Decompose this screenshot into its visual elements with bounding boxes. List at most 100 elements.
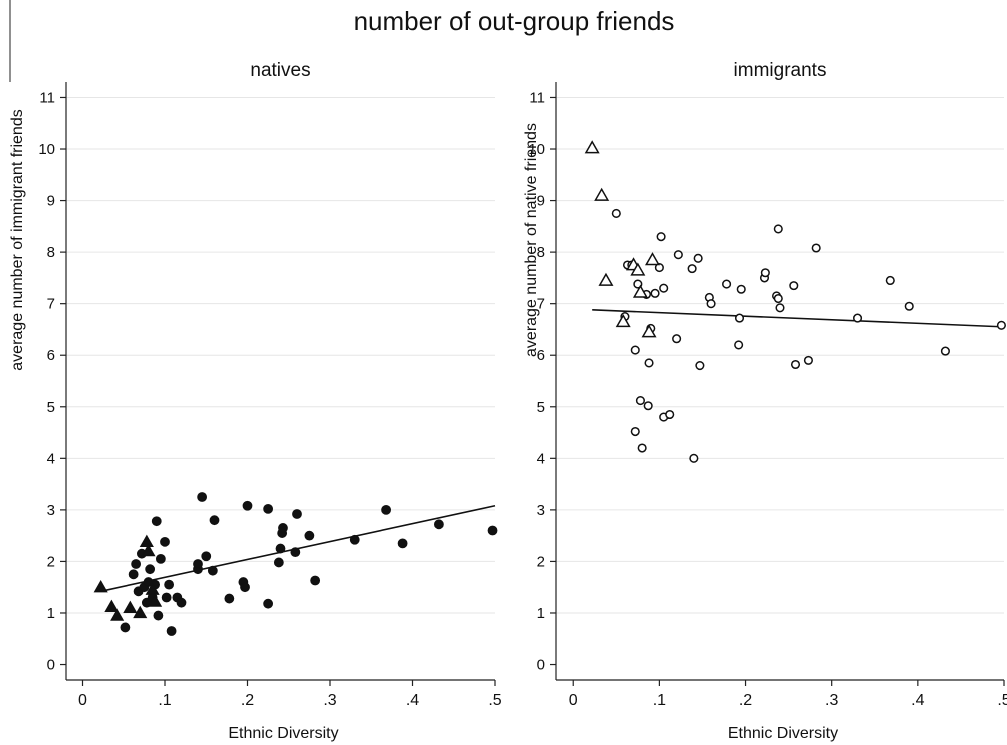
immigrants-circle-point (695, 360, 705, 371)
immigrants-circle-point (803, 355, 813, 365)
natives-circle-point (145, 564, 156, 575)
natives-circle-point (193, 559, 203, 569)
natives-circle-point (273, 557, 284, 568)
natives-triangle-point (104, 599, 119, 612)
immigrants-circle-point (611, 208, 621, 219)
immigrants-circle-point (996, 320, 1006, 330)
immigrants-circle-point (773, 224, 783, 234)
natives-circle-point (197, 492, 208, 502)
immigrants-circle-point (630, 426, 640, 437)
natives-circle-point (153, 610, 164, 621)
natives-circle-point (290, 547, 301, 558)
immigrants-triangle-point (615, 314, 631, 328)
immigrants-circle-point (904, 301, 914, 311)
natives-circle-point (176, 597, 187, 608)
immigrants-x-tick-label: .2 (739, 692, 752, 709)
natives-circle-point (161, 592, 172, 603)
natives-y-tick-label: 3 (47, 502, 55, 519)
immigrants-circle-point (672, 334, 682, 344)
immigrants-circle-point (687, 264, 697, 274)
immigrants-x-tick-label: .4 (911, 692, 924, 709)
immigrants-circle-point (734, 313, 745, 323)
natives-circle-point (128, 569, 139, 580)
immigrants-circle-point (940, 346, 950, 356)
immigrants-circle-point (656, 232, 666, 242)
natives-triangle-point (141, 543, 156, 557)
immigrants-circle-point (630, 345, 640, 355)
immigrants-circle-point (673, 250, 683, 260)
natives-x-tick-label: .2 (241, 692, 254, 709)
natives-circle-point (131, 559, 142, 569)
natives-triangle-point (139, 534, 154, 547)
immigrants-triangle-point (632, 284, 648, 298)
immigrants-y-tick-label: 10 (528, 141, 545, 158)
natives-circle-point (207, 565, 218, 576)
immigrants-y-tick-label: 9 (537, 193, 545, 210)
natives-triangle-point (93, 579, 108, 593)
immigrants-y-tick-label: 5 (537, 399, 545, 416)
natives-circle-point (164, 579, 175, 590)
immigrants-fit-line (592, 309, 1005, 328)
natives-triangle-point (145, 582, 160, 595)
natives-circle-point (292, 509, 302, 519)
natives-circle-point (275, 543, 286, 554)
immigrants-triangle-point (594, 187, 610, 201)
immigrants-circle-point (775, 303, 785, 313)
natives-triangle-point (123, 600, 138, 613)
natives-circle-point (278, 523, 288, 533)
natives-y-axis-label: average number of immigrant friends (9, 109, 26, 370)
natives-y-tick-label: 10 (38, 141, 55, 158)
immigrants-circle-point (760, 268, 770, 278)
panel-natives: 0 1 2 3 4 5 6 7 8 9 10 11 0 .1 .2 .3 .4 .5 natives Ethnic D… (9, 60, 502, 742)
natives-y-tick-label: 0 (47, 657, 55, 674)
immigrants-circle-point (736, 284, 746, 294)
immigrants-circle-point (659, 283, 669, 293)
immigrants-x-tick-label: .1 (653, 692, 666, 709)
immigrants-circle-point (665, 409, 675, 420)
immigrants-circle-point (852, 313, 863, 323)
immigrants-circle-point (734, 340, 744, 350)
natives-y-tick-label: 5 (47, 399, 55, 416)
immigrants-x-tick-label: .3 (825, 692, 838, 709)
natives-circle-point (242, 500, 253, 511)
immigrants-circle-point (885, 275, 895, 286)
natives-x-axis-label: Ethnic Diversity (228, 725, 338, 742)
immigrants-circle-point (654, 263, 664, 273)
natives-circle-point (263, 503, 274, 514)
immigrants-circle-point (689, 453, 699, 463)
natives-y-tick-label: 4 (47, 450, 55, 467)
natives-triangle-point (110, 608, 125, 621)
immigrants-circle-point (790, 359, 801, 370)
natives-circle-point (240, 582, 250, 593)
natives-panel-title: natives (250, 60, 310, 81)
natives-y-tick-label: 6 (47, 347, 55, 364)
natives-x-tick-label: .1 (158, 692, 171, 709)
natives-y-tick-label: 2 (47, 553, 55, 570)
natives-x-tick-label: .4 (406, 692, 419, 709)
figure-title: number of out-group friends (354, 6, 675, 36)
immigrants-x-axis-label: Ethnic Diversity (728, 725, 838, 742)
natives-circle-point (263, 598, 274, 609)
natives-x-tick-label: .5 (488, 692, 501, 709)
natives-y-tick-label: 7 (47, 296, 55, 313)
immigrants-y-tick-label: 1 (537, 605, 545, 622)
panel-immigrants: 0 1 2 3 4 5 6 7 8 9 10 11 0 .1 .2 .3 .4 .5 immigrants Ethni… (523, 60, 1007, 742)
natives-triangle-point (133, 605, 148, 619)
natives-circle-point (310, 575, 321, 586)
natives-circle-point (201, 551, 212, 562)
immigrants-y-tick-label: 11 (529, 89, 545, 106)
immigrants-y-tick-label: 6 (537, 347, 545, 364)
immigrants-circle-point (722, 279, 732, 289)
natives-circle-point (349, 534, 360, 545)
natives-x-tick-label: 0 (78, 692, 87, 709)
immigrants-y-tick-label: 8 (537, 244, 545, 261)
natives-circle-point (151, 516, 162, 527)
immigrants-circle-point (644, 358, 654, 368)
natives-y-tick-label: 11 (39, 89, 55, 106)
immigrants-circle-point (693, 253, 703, 263)
immigrants-circle-point (650, 288, 660, 298)
immigrants-circle-point (643, 401, 653, 411)
immigrants-y-tick-label: 7 (537, 296, 545, 313)
immigrants-circle-point (637, 443, 647, 453)
